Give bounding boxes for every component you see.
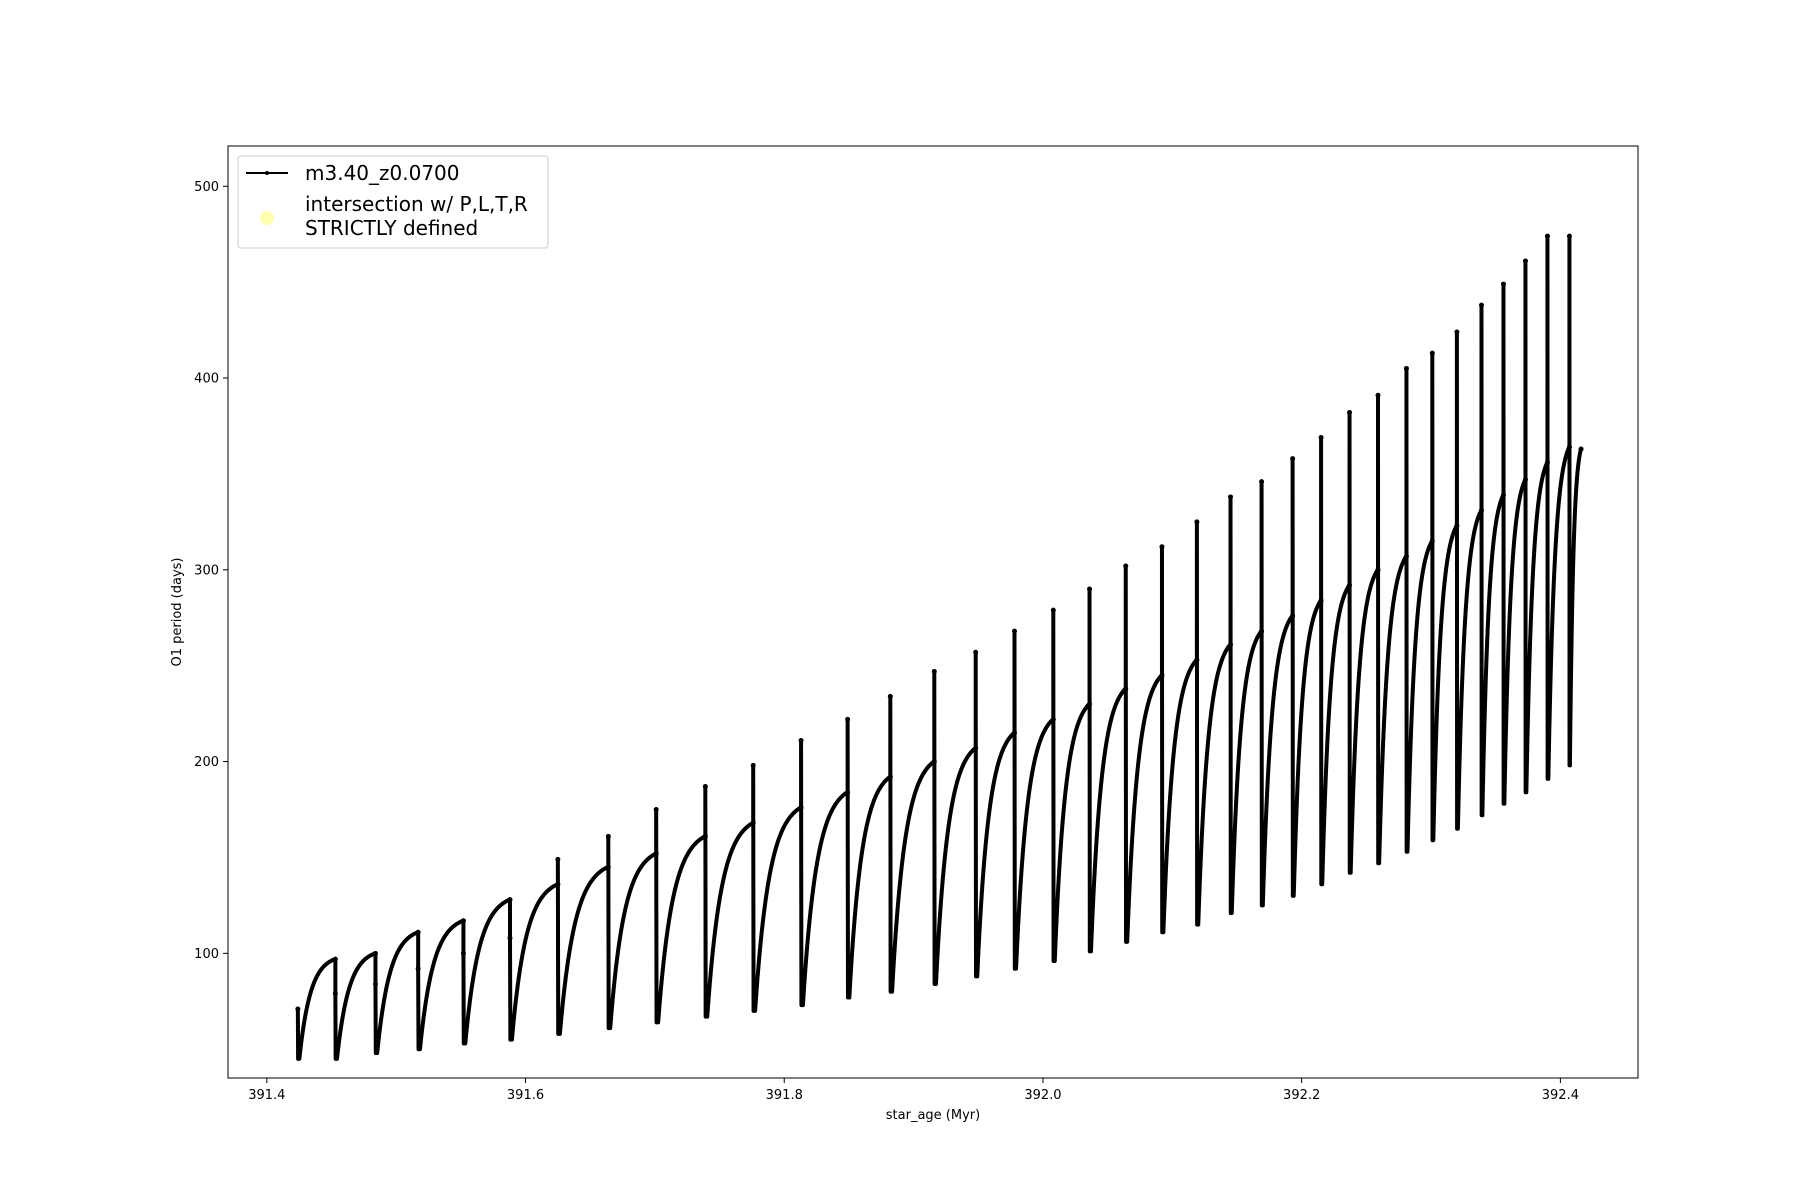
series-point-spike-12	[845, 716, 851, 722]
series-point-peak-2	[415, 929, 421, 935]
legend-label-series-1: m3.40_z0.0700	[305, 161, 460, 185]
series-point-spike-29	[1429, 350, 1435, 356]
y-tick-label: 200	[194, 755, 219, 770]
series-point-spike-26	[1347, 410, 1353, 416]
x-tick-label: 392.0	[1024, 1088, 1061, 1103]
legend-box	[237, 155, 549, 249]
series-point-spike-17	[1050, 607, 1056, 613]
series-point-spike-10	[750, 762, 756, 768]
series-point-spike-11	[798, 737, 804, 743]
y-tick-label: 400	[194, 372, 219, 387]
x-axis-ticks: 391.4 391.6 391.8 392.0 392.2 392.4	[248, 1078, 1579, 1103]
series-point-spike-30	[1454, 329, 1460, 335]
legend-label-series-2-line-1: intersection w/ P,L,T,R	[305, 192, 528, 216]
plot-frame	[227, 145, 1639, 1079]
series-point-peak-4	[507, 897, 513, 903]
series-point-spike-16	[1011, 628, 1017, 634]
series-point-spike-8	[653, 807, 659, 813]
series-point-spike-19	[1123, 563, 1129, 569]
series-point-spike-1	[332, 991, 338, 997]
x-axis-label: star_age (Myr)	[886, 1108, 980, 1123]
series-point-spike-15	[973, 649, 979, 655]
series-point-peak-35	[1578, 446, 1584, 452]
series-layer	[295, 233, 1584, 1061]
series-point-spike-35	[1566, 233, 1572, 239]
series-point-spike-21	[1194, 519, 1200, 525]
legend-label-series-2-line-2: STRICTLY defined	[305, 216, 478, 240]
series-point-spike-7	[605, 833, 611, 839]
series-point-spike-2	[372, 981, 378, 987]
series-point-spike-28	[1403, 365, 1409, 371]
series-point-spike-9	[702, 784, 708, 790]
series-point-spike-34	[1544, 233, 1550, 239]
series-point-spike-13	[887, 693, 893, 699]
series-point-spike-14	[931, 668, 937, 674]
y-axis-ticks: 100 200 300 400 500	[194, 180, 228, 962]
x-tick-label: 392.4	[1542, 1088, 1579, 1103]
series-point-spike-18	[1087, 586, 1093, 592]
series-point-spike-32	[1500, 281, 1506, 287]
x-tick-label: 392.2	[1283, 1088, 1320, 1103]
series-point-peak-0	[332, 956, 338, 962]
legend-marker-swatch	[260, 211, 274, 225]
x-tick-label: 391.8	[766, 1088, 803, 1103]
series-point-spike-23	[1259, 479, 1265, 485]
series-point-spike-33	[1522, 258, 1528, 264]
series-point-spike-24	[1290, 456, 1296, 462]
series-point-spike-5	[507, 935, 513, 941]
series-point-spike-0	[295, 1006, 301, 1012]
series-point-spike-31	[1478, 302, 1484, 308]
y-tick-label: 100	[194, 947, 219, 962]
y-tick-label: 300	[194, 563, 219, 578]
legend: m3.40_z0.0700 intersection w/ P,L,T,R ST…	[237, 155, 549, 249]
series-point-spike-6	[555, 856, 561, 862]
x-tick-label: 391.4	[248, 1088, 285, 1103]
series-point-spike-27	[1375, 392, 1381, 398]
series-point-spike-4	[460, 950, 466, 956]
y-axis-label: O1 period (days)	[170, 557, 185, 666]
series-point-spike-20	[1159, 544, 1165, 550]
x-tick-label: 391.6	[507, 1088, 544, 1103]
series-point-peak-3	[460, 918, 466, 924]
series-point-spike-3	[415, 966, 421, 972]
y-tick-label: 500	[194, 180, 219, 195]
legend-dot-swatch	[265, 171, 269, 175]
series-point-spike-22	[1228, 494, 1234, 500]
series-point-peak-1	[372, 950, 378, 956]
series-point-spike-25	[1318, 434, 1324, 440]
